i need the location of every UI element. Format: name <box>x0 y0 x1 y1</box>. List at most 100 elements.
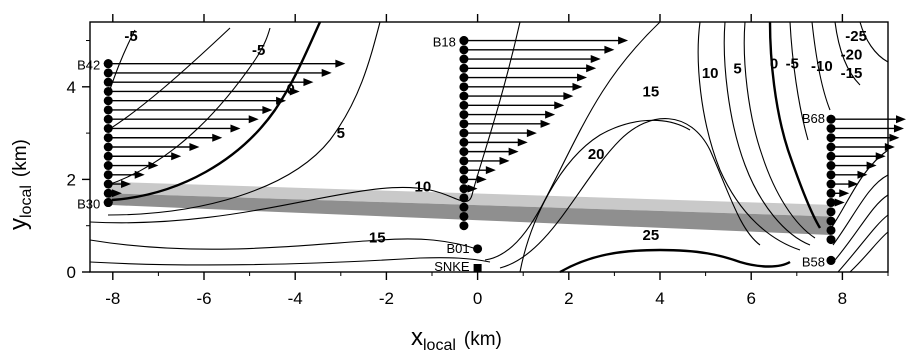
contour-line <box>499 118 761 269</box>
wind-vector-head <box>618 36 629 45</box>
wind-vector-head <box>335 59 346 68</box>
profile-point <box>826 207 836 217</box>
x-tick-label: 4 <box>655 289 664 308</box>
wind-vector-head <box>148 161 159 170</box>
contour-label: 10 <box>702 65 719 82</box>
contour-line <box>849 231 889 273</box>
contour-label: 10 <box>415 178 432 195</box>
station-marker <box>459 36 469 46</box>
contour-label: -5 <box>252 42 265 59</box>
wind-vector-head <box>467 184 478 193</box>
wind-vector-head <box>875 152 886 161</box>
contour-label: 25 <box>643 227 660 244</box>
contour-label: 5 <box>733 60 741 77</box>
wind-vector-head <box>526 129 537 138</box>
wind-vector-head <box>262 105 273 114</box>
contour-label: -15 <box>841 65 863 82</box>
x-axis-title-main: x <box>411 324 423 351</box>
x-axis-title: xlocal (km) <box>411 324 502 354</box>
contour-label: -25 <box>845 28 867 45</box>
station-marker <box>826 114 836 124</box>
contour-line <box>107 27 271 186</box>
wind-vector-head <box>540 119 551 128</box>
contour-label: 0 <box>770 56 778 73</box>
wind-vector-head <box>577 73 588 82</box>
profile-point <box>826 235 836 245</box>
wind-vector-head <box>499 156 510 165</box>
wind-vector-head <box>248 115 259 124</box>
stations: B42 B30 B18 B01 SNKE B68 B58 <box>77 35 836 274</box>
contour-line <box>837 214 889 273</box>
contour-line <box>811 21 831 111</box>
contour-line <box>834 194 889 261</box>
y-tick-label: 0 <box>67 263 76 282</box>
x-tick-label: 0 <box>473 289 482 308</box>
wind-vector-head <box>517 138 528 147</box>
y-axis-title-unit: (km) <box>10 139 31 177</box>
contour-label: 0 <box>286 81 294 98</box>
wind-vector-head <box>889 133 900 142</box>
wind-vector-head <box>171 152 182 161</box>
wind-vector-head <box>276 96 287 105</box>
wind-vector-head <box>834 198 845 207</box>
contour-label: -5 <box>786 56 799 73</box>
contour-line <box>859 21 889 63</box>
wind-vector-head <box>121 180 132 189</box>
plot-frame <box>89 21 889 273</box>
contour-line <box>768 21 822 229</box>
profile-point <box>826 216 836 226</box>
wind-vector-head <box>212 133 223 142</box>
x-axis-title-unit: (km) <box>464 329 502 350</box>
plot-area: B42 B30 B18 B01 SNKE B68 B58 -5 -5 0 5 10 15 15 20 25 1… <box>77 21 906 274</box>
x-tick-label: 8 <box>838 289 847 308</box>
y-tick-label: 2 <box>67 170 76 189</box>
station-label-b68: B68 <box>802 111 825 126</box>
contour-line <box>107 27 231 131</box>
wind-vector-head <box>848 180 859 189</box>
profile-point <box>459 202 469 212</box>
contour-label: 20 <box>588 146 605 163</box>
wind-vector-head <box>303 78 314 87</box>
contour-line <box>559 248 791 274</box>
wind-vector-head <box>866 161 877 170</box>
station-label-b18: B18 <box>433 35 456 50</box>
contour-label: -5 <box>124 28 137 45</box>
profile-point <box>459 193 469 203</box>
y-axis-title-sub: local <box>18 185 35 218</box>
contour-line <box>832 174 889 246</box>
contour-line <box>107 21 381 216</box>
wind-vector-head <box>884 143 895 151</box>
profile-point <box>459 211 469 221</box>
y-axis: 0 2 4 <box>67 40 90 282</box>
contour-line <box>484 21 661 261</box>
station-marker-snke <box>473 264 482 272</box>
contour-label: -20 <box>841 46 863 63</box>
contour-line <box>834 21 861 86</box>
contour-line <box>723 21 811 246</box>
station-label-snke: SNKE <box>434 259 470 274</box>
x-axis: -8 -6 -4 -2 0 2 4 6 8 <box>105 14 889 308</box>
contour-labels: -5 -5 0 5 10 15 15 20 25 10 5 0 -5 -10 -15 -20-25 <box>124 28 867 246</box>
contour-line <box>519 119 691 273</box>
contour-line <box>89 257 491 266</box>
contour-line <box>89 21 521 224</box>
profile-point <box>826 225 836 235</box>
x-tick-label: -4 <box>288 289 303 308</box>
wind-vector-head <box>586 64 597 73</box>
x-tick-label: 2 <box>564 289 573 308</box>
wind-vector-head <box>134 170 145 179</box>
station-marker <box>473 244 483 254</box>
contour-line <box>789 21 809 141</box>
wind-vector-head <box>554 101 565 110</box>
wind-vector-head <box>321 68 332 77</box>
wind-vector-head <box>857 170 868 179</box>
wind-vector-head <box>896 115 906 124</box>
contour-line <box>697 21 801 251</box>
station-label-b42: B42 <box>77 58 100 73</box>
x-axis-title-sub: local <box>423 337 456 354</box>
station-label-b01: B01 <box>446 241 469 256</box>
wind-vector-head <box>839 189 850 198</box>
contour-line <box>829 149 889 231</box>
contour-label: -10 <box>811 58 833 75</box>
